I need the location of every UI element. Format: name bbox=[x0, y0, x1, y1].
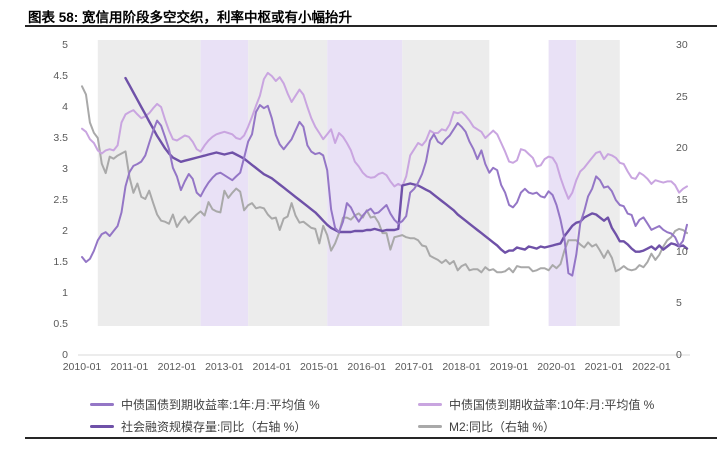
x-axis-tick-label: 2016-01 bbox=[347, 361, 386, 373]
legend-item-social-financing: 社会融资规模存量:同比（右轴 %） bbox=[90, 418, 306, 435]
axis-tick-label: 30 bbox=[676, 39, 688, 51]
axis-tick-label: 5 bbox=[676, 297, 682, 310]
bottom-divider bbox=[25, 437, 717, 439]
legend-swatch bbox=[90, 425, 114, 428]
x-axis-tick-label: 2014-01 bbox=[252, 361, 292, 373]
axis-tick-label: 4.5 bbox=[53, 70, 68, 82]
legend-label: 中债国债到期收益率:10年:月:平均值 % bbox=[449, 398, 655, 412]
legend-label: M2:同比（右轴 %） bbox=[449, 420, 556, 434]
series-line bbox=[81, 104, 688, 277]
x-axis-tick-label: 2020-01 bbox=[537, 361, 576, 373]
x-axis-tick-label: 2019-01 bbox=[489, 361, 529, 373]
right-axis: 0 5 10 15 20 25 30 bbox=[676, 33, 720, 361]
series-line bbox=[81, 71, 688, 200]
axis-tick-label: 5 bbox=[62, 39, 68, 51]
axis-tick-label: 25 bbox=[676, 90, 688, 103]
axis-tick-label: 3 bbox=[62, 163, 68, 175]
x-axis-tick-label: 2010-01 bbox=[62, 361, 102, 373]
figure-title: 图表 58: 宽信用阶段多空交织，利率中枢或有小幅抬升 bbox=[28, 10, 353, 25]
phase-band-gray bbox=[576, 40, 620, 326]
x-axis-tick-label: 2012-01 bbox=[157, 361, 197, 373]
axis-tick-label: 20 bbox=[676, 142, 688, 155]
axis-tick-label: 15 bbox=[676, 194, 688, 206]
phase-band-gray bbox=[248, 40, 328, 326]
x-axis-tick-label: 2011-01 bbox=[110, 361, 149, 373]
axis-tick-label: 4 bbox=[62, 101, 68, 113]
series-line bbox=[124, 76, 689, 254]
legend-item-10y: 中债国债到期收益率:10年:月:平均值 % bbox=[418, 396, 654, 413]
legend: 中债国债到期收益率:1年:月:平均值 % 中债国债到期收益率:10年:月:平均值… bbox=[0, 392, 725, 436]
legend-swatch bbox=[90, 403, 114, 406]
axis-tick-label: 10 bbox=[676, 245, 688, 258]
x-axis-tick-label: 2022-01 bbox=[632, 361, 671, 373]
axis-tick-label: 0 bbox=[676, 349, 682, 361]
phase-band-gray bbox=[97, 40, 201, 326]
legend-label: 社会融资规模存量:同比（右轴 %） bbox=[121, 420, 307, 434]
axis-tick-label: 2.5 bbox=[53, 194, 68, 206]
axis-tick-label: 1 bbox=[62, 287, 68, 299]
x-axis-tick-label: 2018-01 bbox=[442, 361, 481, 373]
x-axis-tick-label: 2017-01 bbox=[394, 361, 434, 373]
plot-svg bbox=[78, 40, 690, 356]
phase-band-purple bbox=[327, 40, 403, 326]
left-axis: 0 0.5 1 1.5 2 2.5 3 3.5 4 4.5 5 bbox=[0, 33, 68, 361]
title-divider bbox=[25, 25, 717, 27]
axis-tick-label: 0.5 bbox=[53, 318, 68, 330]
legend-item-m2: M2:同比（右轴 %） bbox=[418, 418, 555, 435]
legend-swatch bbox=[418, 425, 442, 428]
axis-tick-label: 0 bbox=[62, 349, 68, 361]
x-axis-tick-label: 2021-01 bbox=[584, 361, 624, 373]
series-line bbox=[81, 85, 688, 274]
legend-item-1y: 中债国债到期收益率:1年:月:平均值 % bbox=[90, 396, 320, 413]
axis-tick-label: 3.5 bbox=[53, 132, 68, 144]
legend-label: 中债国债到期收益率:1年:月:平均值 % bbox=[121, 398, 320, 412]
x-axis-tick-label: 2013-01 bbox=[205, 361, 244, 373]
chart: 0 0.5 1 1.5 2 2.5 3 3.5 4 4.5 5 0 5 10 15 20 25 30 bbox=[0, 33, 725, 361]
x-axis: 2010-01 2011-01 2012-01 2013-01 2014-01 2015-… bbox=[0, 361, 725, 377]
x-axis-tick-label: 2015-01 bbox=[299, 361, 339, 373]
axis-tick-label: 2 bbox=[62, 225, 68, 237]
axis-tick-label: 1.5 bbox=[53, 256, 68, 268]
legend-swatch bbox=[418, 403, 442, 406]
phase-band-gray bbox=[402, 40, 490, 326]
